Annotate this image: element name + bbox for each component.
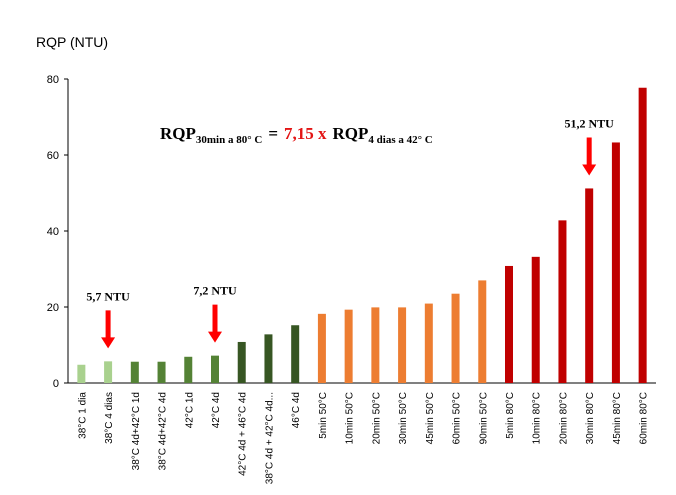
- x-tick-label-21: 60min 80°C: [639, 392, 650, 444]
- x-tick-label-14: 60min 50°C: [452, 392, 463, 444]
- formula-rhs: RQP: [332, 124, 369, 143]
- annotation-label-2: 51,2 NTU: [565, 116, 615, 130]
- bar-21: [638, 87, 647, 384]
- x-tick-label-0: 38°C 1 dia: [77, 392, 88, 439]
- bar-10: [344, 309, 353, 383]
- x-tick-label-15: 90min 50°C: [478, 392, 489, 444]
- x-tick-label-16: 5min 80°C: [505, 392, 516, 439]
- bar-15: [478, 280, 487, 383]
- x-tick-label-8: 46°C 4d: [291, 392, 302, 428]
- x-tick-label-7: 38°C 4d + 42°C 4d...: [264, 392, 275, 484]
- bar-2: [130, 361, 139, 383]
- annotation-arrow-0: [101, 310, 116, 349]
- x-tick-label-2: 38°C 4d+42°C 1d: [131, 392, 142, 470]
- x-tick-label-4: 42°C 1d: [184, 392, 195, 428]
- x-tick-label-17: 10min 80°C: [532, 392, 543, 444]
- x-tick-label-20: 45min 80°C: [612, 392, 623, 444]
- formula-lhs: RQP: [160, 124, 196, 143]
- x-tick-label-1: 38°C 4 dias: [104, 392, 115, 444]
- bar-11: [371, 307, 380, 383]
- x-tick-label-11: 20min 50°C: [371, 392, 382, 444]
- y-axis-title: RQP (NTU): [36, 34, 109, 50]
- y-tick-label-2: 40: [47, 226, 59, 238]
- bar-9: [317, 313, 326, 383]
- x-tick-label-10: 10min 50°C: [345, 392, 356, 444]
- bar-19: [585, 188, 594, 383]
- x-tick-label-13: 45min 50°C: [425, 392, 436, 444]
- x-tick-label-3: 38°C 4d+42°C 4d: [158, 392, 169, 470]
- annotation-label-1: 7,2 NTU: [193, 284, 237, 298]
- x-tick-label-5: 42°C 4d: [211, 392, 222, 428]
- bar-0: [77, 364, 86, 383]
- bar-8: [291, 325, 300, 383]
- bar-6: [237, 341, 246, 383]
- bar-12: [398, 307, 407, 383]
- bar-1: [104, 361, 113, 383]
- annotation-arrow-1: [208, 304, 222, 343]
- bar-4: [184, 356, 193, 383]
- bar-18: [558, 220, 567, 383]
- bar-16: [505, 265, 513, 383]
- x-tick-label-6: 42°C 4d + 46°C 4d: [238, 392, 249, 476]
- x-tick-label-18: 20min 80°C: [558, 392, 569, 444]
- bar-3: [157, 361, 166, 383]
- annotation-label-0: 5,7 NTU: [86, 289, 130, 303]
- y-tick-label-0: 0: [53, 378, 59, 390]
- bar-17: [531, 256, 540, 383]
- y-tick-label-3: 60: [47, 150, 59, 162]
- y-tick-label-4: 80: [47, 74, 59, 86]
- formula-lhs-subscript: 30min a 80° C: [195, 134, 263, 146]
- bar-14: [451, 293, 460, 383]
- bar-5: [211, 355, 219, 383]
- bar-7: [264, 334, 273, 383]
- x-tick-label-9: 5min 50°C: [318, 392, 329, 439]
- formula-annotation: RQP30min a 80° C = 7,15 x RQP4 dias a 42° C: [160, 124, 433, 146]
- formula-equals: =: [268, 124, 279, 143]
- formula-factor: 7,15 x: [284, 124, 327, 143]
- bar-13: [424, 303, 433, 383]
- x-tick-label-12: 30min 50°C: [398, 392, 409, 444]
- bar-20: [611, 142, 620, 383]
- x-tick-label-19: 30min 80°C: [585, 392, 596, 444]
- formula-rhs-subscript: 4 dias a 42° C: [368, 134, 433, 146]
- y-tick-label-1: 20: [47, 302, 59, 314]
- annotation-arrow-2: [582, 137, 597, 176]
